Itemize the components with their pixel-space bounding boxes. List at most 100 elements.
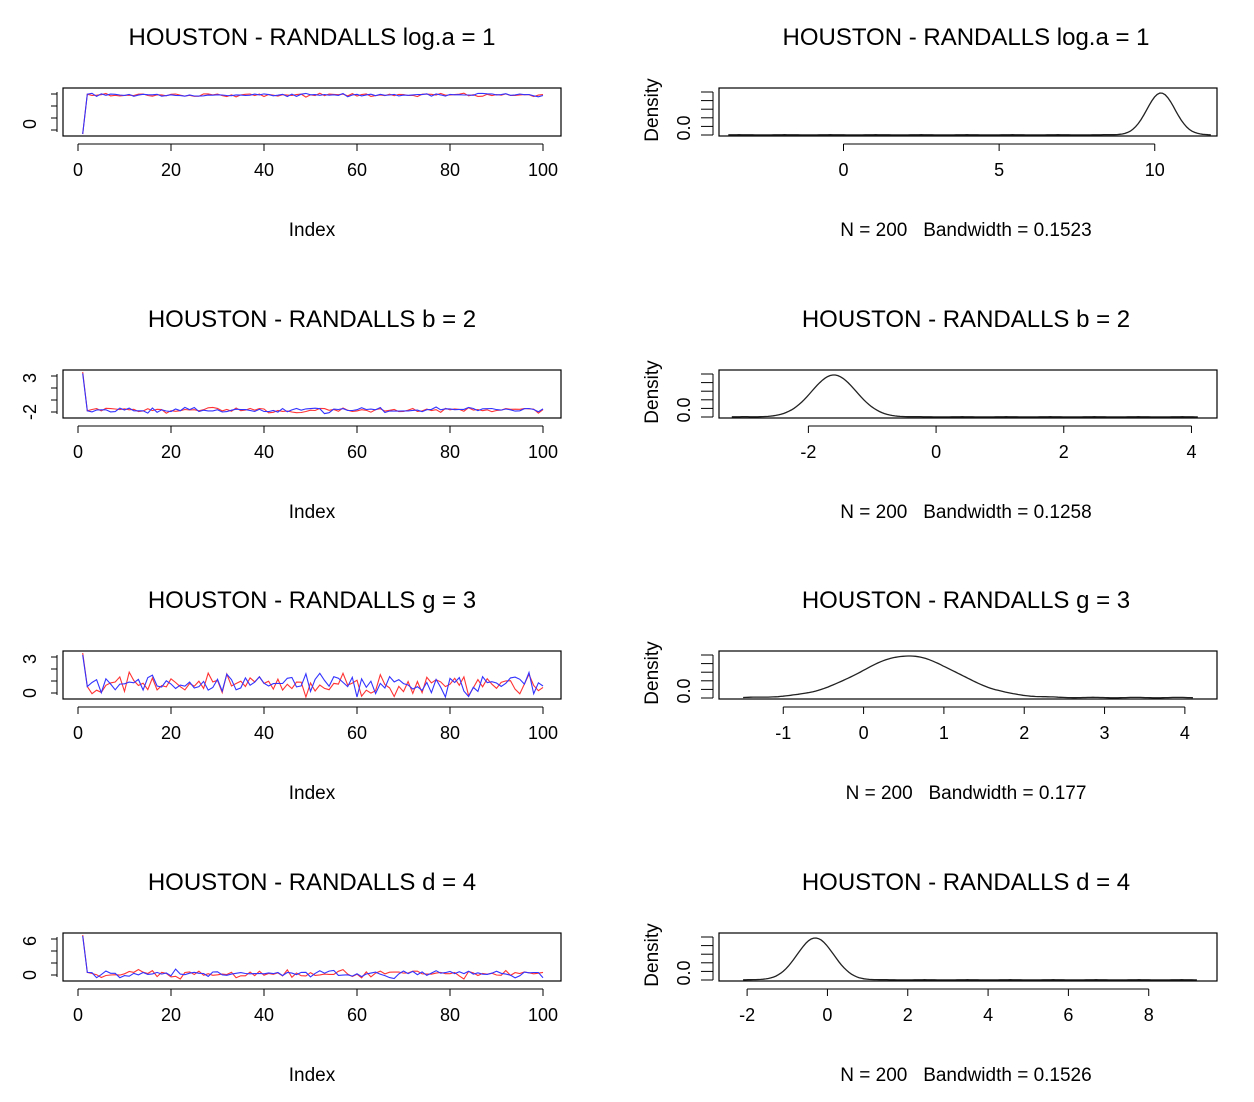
chain-1-line	[82, 652, 544, 699]
x-tick-label: 80	[440, 1005, 460, 1025]
y-tick-label: -2	[20, 404, 40, 420]
x-tick-label: 100	[528, 160, 558, 180]
panel-row-4: HOUSTON - RANDALLS d = 40 20 40 60 80 100Inde…	[20, 869, 1218, 1086]
x-tick-label: 0	[73, 442, 83, 462]
y-tick-label: 3	[20, 373, 40, 383]
x-tick-label: 100	[528, 1005, 558, 1025]
x-tick-label: 0	[73, 723, 83, 743]
x-tick-label: 60	[347, 723, 367, 743]
x-tick-label: 2	[1019, 723, 1029, 743]
x-tick-label: -2	[739, 1005, 755, 1025]
density-x-axis-label: N = 200 Bandwidth = 0.1523	[840, 220, 1091, 241]
y-axis-label: Density	[642, 360, 663, 424]
density-title: HOUSTON - RANDALLS log.a = 1	[782, 24, 1149, 51]
x-tick-label: 2	[903, 1005, 913, 1025]
density-x-axis: -1 0 1 2 3 4 N = 200 Bandwidth = 0.177	[775, 706, 1190, 804]
density-curve	[743, 937, 1197, 981]
density-curve	[728, 92, 1211, 136]
x-tick-label: 3	[1100, 723, 1110, 743]
density-curve	[731, 374, 1198, 418]
trace-frame	[62, 650, 562, 700]
y-tick-label: 0	[20, 688, 40, 698]
x-tick-label: 60	[347, 160, 367, 180]
x-tick-label: 4	[1186, 442, 1196, 462]
y-tick-label: 6	[20, 936, 40, 946]
density-frame	[718, 369, 1218, 419]
x-tick-label: 40	[254, 442, 274, 462]
panel-row-1: HOUSTON - RANDALLS log.a = 10 20 40 60 80 100…	[20, 24, 1218, 241]
y-tick-label: 0.0	[674, 115, 694, 140]
density-x-axis-label: N = 200 Bandwidth = 0.1526	[840, 1065, 1091, 1086]
x-tick-label: 40	[254, 1005, 274, 1025]
x-tick-label: 0	[859, 723, 869, 743]
x-axis-label: Index	[289, 783, 336, 804]
density-y-axis: 0.0 Density	[642, 641, 714, 705]
trace-y-axis: 06	[20, 936, 58, 980]
trace-x-axis: 0 20 40 60 80 100 Index	[73, 425, 558, 523]
x-tick-label: 6	[1063, 1005, 1073, 1025]
y-tick-label: 3	[20, 654, 40, 664]
density-curve	[743, 655, 1193, 699]
chain-2-line	[82, 92, 544, 135]
x-tick-label: -1	[775, 723, 791, 743]
trace-y-axis: 03	[20, 654, 58, 698]
density-plot: HOUSTON - RANDALLS d = 4 -2 0 2 4 6 8 N = 200 B…	[642, 869, 1218, 1086]
x-tick-label: 4	[1180, 723, 1190, 743]
x-tick-label: 0	[73, 1005, 83, 1025]
x-tick-label: 80	[440, 160, 460, 180]
x-tick-label: -2	[800, 442, 816, 462]
density-x-axis: -2 0 2 4 6 8 N = 200 Bandwidth = 0.1526	[739, 988, 1154, 1086]
chain-2-line	[82, 935, 544, 980]
x-tick-label: 0	[73, 160, 83, 180]
density-y-axis: 0.0 Density	[642, 360, 714, 424]
y-axis-label: Density	[642, 78, 663, 142]
y-tick-label: 0.0	[674, 397, 694, 422]
density-x-axis: 0 5 10 N = 200 Bandwidth = 0.1523	[838, 143, 1165, 241]
x-tick-label: 20	[161, 1005, 181, 1025]
x-tick-label: 20	[161, 442, 181, 462]
x-axis-label: Index	[289, 1065, 336, 1086]
x-tick-label: 80	[440, 442, 460, 462]
x-tick-label: 60	[347, 1005, 367, 1025]
density-frame	[718, 87, 1218, 137]
y-tick-label: 0	[20, 970, 40, 980]
x-tick-label: 80	[440, 723, 460, 743]
trace-title: HOUSTON - RANDALLS g = 3	[148, 587, 476, 614]
trace-plot: HOUSTON - RANDALLS d = 40 20 40 60 80 100Inde…	[20, 869, 562, 1086]
trace-frame	[62, 932, 562, 982]
chain-1-line	[82, 934, 544, 980]
density-frame	[718, 650, 1218, 700]
density-y-axis: 0.0 Density	[642, 78, 714, 142]
x-tick-label: 0	[838, 160, 848, 180]
trace-title: HOUSTON - RANDALLS d = 4	[148, 869, 476, 896]
x-tick-label: 2	[1059, 442, 1069, 462]
y-tick-label: 0.0	[674, 960, 694, 985]
x-tick-label: 10	[1145, 160, 1165, 180]
trace-title: HOUSTON - RANDALLS log.a = 1	[128, 24, 495, 51]
y-axis-label: Density	[642, 641, 663, 705]
chain-2-line	[82, 654, 544, 699]
density-title: HOUSTON - RANDALLS b = 2	[802, 306, 1130, 333]
trace-x-axis: 0 20 40 60 80 100 Index	[73, 143, 558, 241]
panel-row-3: HOUSTON - RANDALLS g = 30 20 40 60 80 100Inde…	[20, 587, 1218, 804]
chain-1-line	[82, 371, 544, 414]
x-tick-label: 20	[161, 160, 181, 180]
x-tick-label: 60	[347, 442, 367, 462]
chain-1-line	[82, 92, 544, 135]
trace-frame	[62, 369, 562, 419]
trace-frame	[62, 87, 562, 137]
density-x-axis-label: N = 200 Bandwidth = 0.177	[846, 783, 1087, 804]
x-tick-label: 0	[931, 442, 941, 462]
trace-y-axis: 0	[20, 92, 58, 132]
x-tick-label: 1	[939, 723, 949, 743]
density-plot: HOUSTON - RANDALLS log.a = 1 0 5 10 N = 200 …	[642, 24, 1218, 241]
trace-plot: HOUSTON - RANDALLS g = 3 0 20 40 60 80 100 Inde…	[20, 587, 562, 804]
density-frame	[718, 932, 1218, 982]
density-x-axis-label: N = 200 Bandwidth = 0.1258	[840, 502, 1091, 523]
density-x-axis: -2 0 2 4 N = 200 Bandwidth = 0.1258	[800, 425, 1196, 523]
trace-plot: HOUSTON - RANDALLS b = 2 0 20 40 60 80 100 Inde…	[20, 306, 562, 523]
density-plot: HOUSTON - RANDALLS g = 3 -1 0 1 2 3 4 N = 200 B…	[642, 587, 1218, 804]
x-tick-label: 5	[994, 160, 1004, 180]
y-tick-label: 0.0	[674, 678, 694, 703]
